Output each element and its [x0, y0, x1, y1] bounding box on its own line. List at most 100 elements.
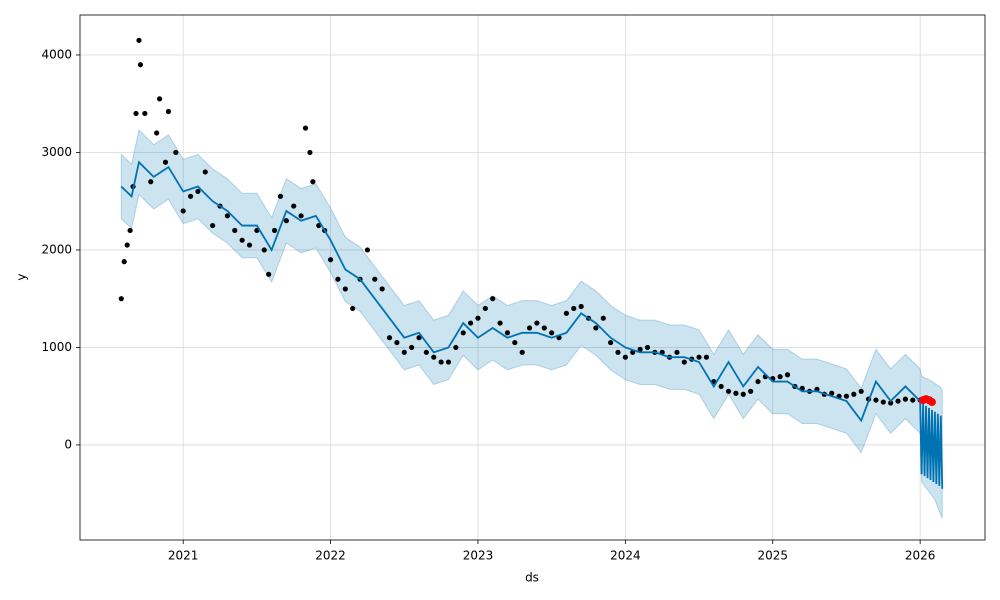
observed-point [615, 349, 621, 355]
observed-point [637, 346, 643, 353]
observed-point [372, 276, 378, 282]
observed-point [386, 335, 393, 341]
x-tick-label: 2024 [610, 549, 641, 563]
observed-point [512, 339, 518, 346]
x-axis-label: ds [525, 571, 539, 585]
observed-point [526, 325, 533, 331]
observed-point [431, 354, 437, 360]
observed-point [851, 391, 857, 397]
observed-point [453, 344, 459, 351]
observed-point [154, 130, 160, 136]
observed-point [600, 315, 606, 321]
observed-point [173, 149, 179, 156]
observed-point [416, 335, 422, 341]
observed-point [239, 237, 245, 243]
observed-point [504, 330, 511, 336]
observed-point [283, 218, 289, 224]
observed-point [127, 227, 133, 234]
observed-point [467, 320, 474, 326]
observed-point [578, 303, 584, 310]
observed-point [409, 344, 415, 351]
observed-point [703, 354, 710, 360]
observed-point [549, 330, 555, 336]
forecast-line [120, 160, 944, 489]
observed-point [379, 286, 385, 292]
observed-point [202, 169, 208, 175]
observed-point [261, 247, 267, 253]
uncertainty-band [120, 129, 943, 519]
observed-point [777, 374, 783, 380]
observed-point [445, 359, 452, 365]
observed-point [740, 391, 746, 397]
observed-point [497, 320, 503, 326]
observed-point [748, 388, 754, 394]
y-axis-label: y [15, 273, 29, 280]
x-tick-label: 2022 [315, 549, 346, 563]
observed-point [136, 37, 142, 43]
observed-point [327, 257, 334, 263]
observed-point [224, 213, 230, 219]
observed-point [364, 247, 371, 253]
observed-point [310, 179, 316, 185]
observed-point [156, 96, 163, 102]
observed-point [696, 354, 702, 360]
observed-point [571, 305, 577, 312]
observed-point [302, 125, 309, 131]
observed-point [142, 110, 148, 117]
observed-point [187, 193, 194, 199]
observed-point [593, 325, 599, 331]
observed-point [232, 227, 238, 234]
observed-point [895, 398, 901, 404]
observed-point [733, 390, 739, 396]
observed-point [148, 179, 154, 185]
observed-point [246, 242, 253, 248]
observed-point [307, 149, 313, 156]
observed-point [888, 400, 894, 406]
observed-point [133, 110, 139, 117]
highlight-point [927, 398, 936, 407]
x-tick-label: 2026 [905, 549, 936, 563]
observed-point [718, 383, 724, 390]
x-tick-label: 2025 [757, 549, 788, 563]
observed-point [271, 227, 278, 234]
observed-point [298, 213, 304, 219]
observed-point [438, 359, 444, 365]
y-tick-label: 1000 [41, 340, 72, 354]
observed-point [124, 242, 130, 248]
observed-point [541, 325, 547, 331]
observed-point [423, 349, 429, 355]
observed-point [622, 354, 628, 360]
observed-point [277, 193, 284, 199]
observed-point [482, 305, 488, 312]
observed-point [165, 108, 172, 115]
observed-point [118, 296, 124, 302]
observed-point [681, 359, 687, 365]
observed-point [843, 393, 850, 399]
observed-point [784, 372, 791, 378]
y-tick-label: 3000 [41, 145, 72, 159]
observed-point [755, 378, 761, 385]
observed-point [910, 397, 916, 403]
observed-point [180, 208, 186, 214]
observed-point [674, 349, 680, 355]
x-tick-label: 2023 [463, 549, 494, 563]
observed-point [725, 388, 732, 394]
observed-point [266, 271, 272, 277]
observed-point [291, 203, 297, 209]
observed-point [335, 276, 341, 282]
observed-point [342, 286, 348, 292]
observed-point [162, 159, 169, 165]
y-tick-label: 2000 [41, 242, 72, 256]
observed-point [534, 320, 540, 326]
observed-point [350, 305, 356, 312]
observed-point [394, 339, 400, 346]
observed-point [858, 388, 864, 394]
y-tick-label: 4000 [41, 47, 72, 61]
observed-point [210, 222, 216, 229]
observed-point [195, 188, 201, 195]
observed-point [475, 315, 481, 321]
observed-point [829, 390, 835, 396]
plot-frame [79, 14, 986, 541]
observed-point [563, 310, 570, 316]
